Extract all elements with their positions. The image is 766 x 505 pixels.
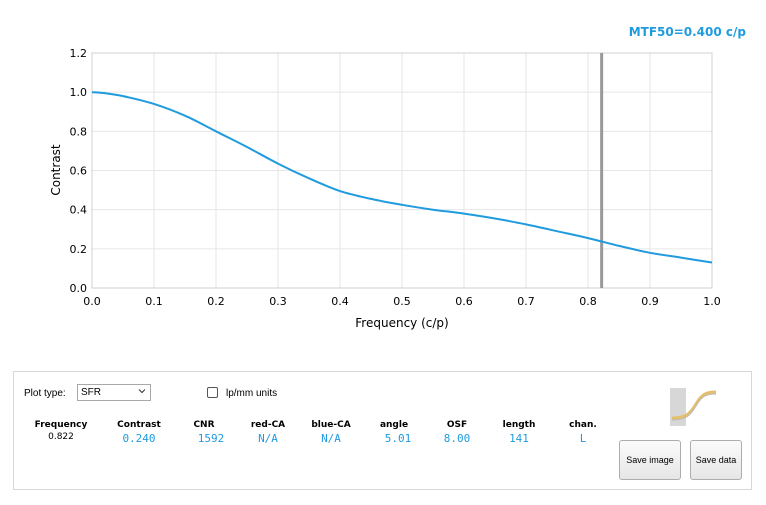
- osf-column: OSF 8.00: [422, 420, 492, 445]
- angle-value: 5.01: [384, 432, 412, 445]
- x-tick-label: 0.1: [145, 295, 163, 308]
- save-data-button[interactable]: Save data: [690, 440, 742, 480]
- blue-ca-header: blue-CA: [311, 420, 351, 430]
- y-tick-label: 1.0: [70, 86, 88, 99]
- x-tick-label: 0.6: [455, 295, 473, 308]
- x-tick-label: 0.2: [207, 295, 225, 308]
- red-ca-column: red-CA N/A: [233, 420, 303, 445]
- osf-value: 8.00: [443, 432, 471, 445]
- y-tick-label: 1.2: [70, 47, 88, 60]
- osf-header: OSF: [446, 420, 468, 430]
- length-header: length: [502, 420, 536, 430]
- frequency-value: 0.822: [48, 432, 74, 442]
- edge-profile-thumbnail-icon: [668, 384, 718, 428]
- frequency-column: Frequency 0.822: [26, 420, 96, 442]
- plot-type-value: SFR: [81, 387, 101, 398]
- y-tick-label: 0.6: [70, 165, 88, 178]
- cnr-column: CNR 1592: [169, 420, 239, 445]
- chart-grid: [91, 52, 713, 289]
- chart-tick-labels: 0.0 0.1 0.2 0.3 0.4 0.5 0.6 0.7 0.8 0.9 1.0 0.0 0.2 0…: [70, 47, 721, 308]
- x-axis-label: Frequency (c/p): [355, 316, 448, 330]
- cnr-header: CNR: [193, 420, 215, 430]
- y-axis-label: Contrast: [49, 144, 63, 196]
- lpmm-units-checkbox[interactable]: [207, 387, 218, 398]
- y-tick-label: 0.8: [70, 125, 88, 138]
- contrast-value: 0.240: [122, 432, 156, 445]
- controls-panel: Plot type: SFR lp/mm units Frequency 0.8…: [13, 371, 752, 490]
- channel-column: chan. L: [548, 420, 618, 445]
- frequency-header: Frequency: [34, 420, 88, 430]
- x-tick-label: 1.0: [703, 295, 721, 308]
- plot-type-label: Plot type:: [24, 388, 66, 399]
- angle-column: angle 5.01: [359, 420, 429, 445]
- plot-area-frame: [91, 52, 713, 289]
- x-tick-label: 0.3: [269, 295, 287, 308]
- contrast-header: Contrast: [117, 420, 161, 430]
- red-ca-header: red-CA: [250, 420, 286, 430]
- chevron-down-icon: [138, 389, 146, 394]
- cnr-value: 1592: [197, 432, 225, 445]
- channel-value: L: [579, 432, 587, 445]
- mtf-curve-line: [91, 91, 713, 264]
- lpmm-units-label: lp/mm units: [226, 388, 278, 399]
- plot-type-select[interactable]: SFR: [77, 384, 151, 401]
- contrast-column: Contrast 0.240: [104, 420, 174, 445]
- x-tick-label: 0.7: [517, 295, 535, 308]
- mtf50-readout: MTF50=0.400 c/p: [628, 25, 746, 39]
- y-tick-label: 0.2: [70, 243, 88, 256]
- y-tick-label: 0.0: [70, 282, 88, 295]
- mtf-chart: 0.0 0.1 0.2 0.3 0.4 0.5 0.6 0.7 0.8 0.9 1.0 0.0 0.2 0…: [49, 47, 721, 330]
- x-tick-label: 0.0: [83, 295, 101, 308]
- angle-header: angle: [379, 420, 409, 430]
- length-value: 141: [509, 432, 529, 445]
- blue-ca-column: blue-CA N/A: [296, 420, 366, 445]
- save-image-button[interactable]: Save image: [619, 440, 681, 480]
- x-tick-label: 0.4: [331, 295, 349, 308]
- x-tick-label: 0.8: [579, 295, 597, 308]
- blue-ca-value: N/A: [321, 432, 341, 445]
- red-ca-value: N/A: [258, 432, 278, 445]
- x-tick-label: 0.5: [393, 295, 411, 308]
- length-column: length 141: [484, 420, 554, 445]
- x-tick-label: 0.9: [641, 295, 659, 308]
- channel-header: chan.: [569, 420, 597, 430]
- y-tick-label: 0.4: [70, 204, 88, 217]
